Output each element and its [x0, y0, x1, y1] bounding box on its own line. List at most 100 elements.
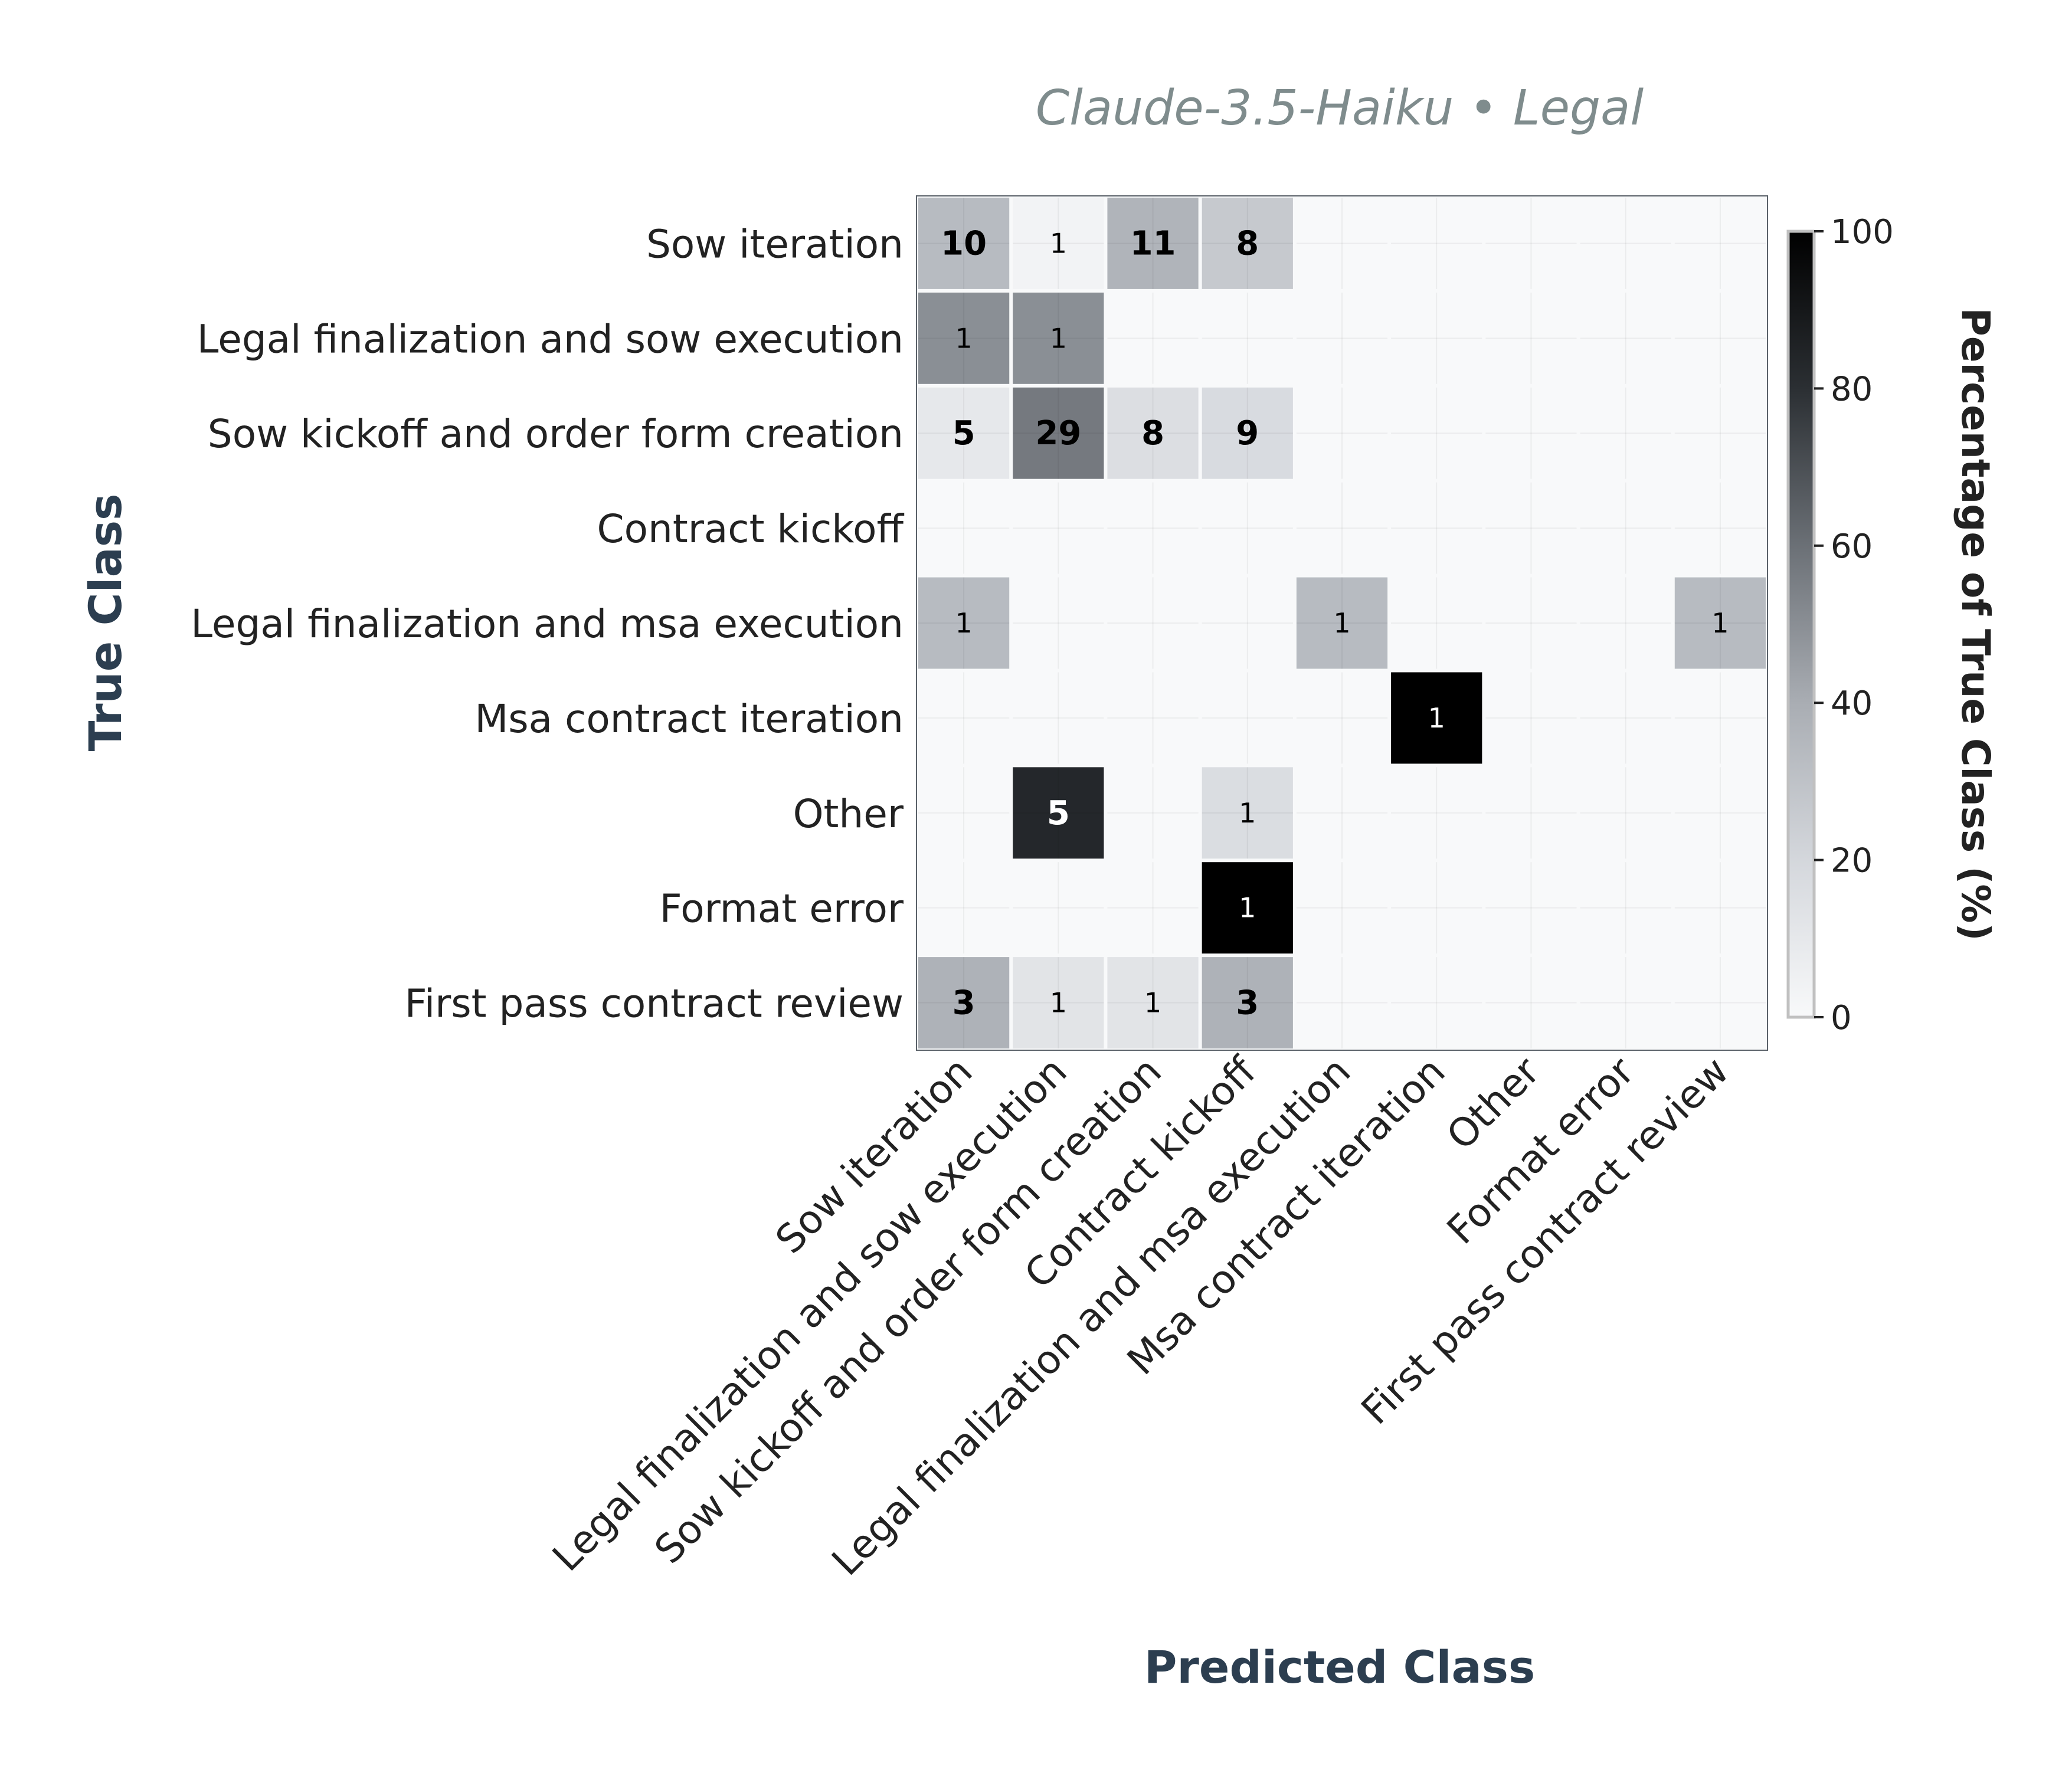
heatmap-cell [1674, 862, 1766, 954]
colorbar-label: Percentage of True Class (%) [1953, 307, 1998, 940]
heatmap-cell [1107, 482, 1199, 574]
heatmap-cell [1580, 957, 1671, 1048]
heatmap-cell [1391, 672, 1482, 764]
heatmap-cell [1013, 957, 1104, 1048]
heatmap-cell [1013, 767, 1104, 859]
colorbar: 0 20 40 60 80 100 [1786, 213, 1894, 1037]
x-axis-label: Predicted Class [1144, 1641, 1536, 1693]
heatmap-cell [1296, 292, 1388, 384]
colorbar-tick-label: 40 [1831, 684, 1873, 723]
heatmap-cell [1391, 577, 1482, 669]
cell-count-label: 1 [955, 607, 972, 639]
cell-count-label: 8 [1141, 414, 1164, 453]
heatmap-cell [1013, 387, 1104, 479]
heatmap-cell [1107, 767, 1199, 859]
heatmap-cell [1107, 292, 1199, 384]
heatmap-cell [1391, 767, 1482, 859]
heatmap-cell [1202, 482, 1293, 574]
heatmap-cell [1391, 198, 1482, 289]
heatmap-cell [1674, 387, 1766, 479]
heatmap-cell [1202, 767, 1293, 859]
heatmap-cell [1202, 672, 1293, 764]
heatmap-cell [1391, 292, 1482, 384]
heatmap-cell [1391, 482, 1482, 574]
cell-count-label: 1 [1050, 987, 1067, 1019]
row-tick-label: Format error [660, 886, 904, 932]
heatmap-cell [1391, 387, 1482, 479]
row-tick-label: Contract kickoff [597, 506, 905, 552]
cell-count-label: 1 [1050, 322, 1067, 354]
heatmap-cell [1107, 577, 1199, 669]
colorbar-tick-label: 20 [1831, 842, 1873, 880]
row-tick-label: Sow iteration [646, 221, 904, 267]
heatmap-cell [1674, 577, 1766, 669]
heatmap-cell [1296, 577, 1388, 669]
heatmap-cell [1296, 198, 1388, 289]
heatmap-cell [1580, 198, 1671, 289]
heatmap-cell [1013, 198, 1104, 289]
heatmap-cell [1296, 672, 1388, 764]
colorbar-tick-label: 60 [1831, 527, 1873, 566]
row-tick-labels: Sow iteration Legal finalization and sow … [191, 221, 904, 1026]
heatmap-cell [918, 482, 1010, 574]
heatmap-cell [918, 577, 1010, 669]
heatmap-cell [1391, 862, 1482, 954]
heatmap-cell [1580, 577, 1671, 669]
column-tick-label: Legal finalization and sow execution [544, 1048, 1076, 1580]
heatmap-cell [1580, 767, 1671, 859]
heatmap-cell [1107, 957, 1199, 1048]
heatmap-cell [1107, 862, 1199, 954]
heatmap-cell [918, 387, 1010, 479]
heatmap-cell [1107, 198, 1199, 289]
heatmap-cell [1202, 957, 1293, 1048]
heatmap-grid: 10 1 11 81 15 29 8 91 1 115 113 1 1 3 [916, 195, 1768, 1051]
cell-count-label: 5 [952, 414, 976, 453]
heatmap-cell [1013, 672, 1104, 764]
heatmap-cell [1107, 387, 1199, 479]
heatmap-cell [1202, 292, 1293, 384]
heatmap-cell [918, 672, 1010, 764]
heatmap-cell [1296, 957, 1388, 1048]
heatmap-cell [1674, 767, 1766, 859]
row-tick-label: Msa contract iteration [474, 696, 904, 742]
heatmap-cell [1202, 862, 1293, 954]
cell-count-label: 11 [1130, 224, 1176, 263]
cell-count-label: 8 [1236, 224, 1259, 263]
heatmap-cell [918, 767, 1010, 859]
heatmap-cell [1580, 387, 1671, 479]
cell-count-label: 1 [1428, 702, 1445, 734]
y-axis-label: True Class [79, 494, 132, 752]
heatmap-cell [1580, 482, 1671, 574]
heatmap-cell [1202, 198, 1293, 289]
heatmap-cell [1296, 767, 1388, 859]
heatmap-cell [1202, 387, 1293, 479]
heatmap-cell [1296, 387, 1388, 479]
cell-count-label: 1 [955, 322, 972, 354]
heatmap-cell [1674, 957, 1766, 1048]
heatmap-cell [1580, 672, 1671, 764]
heatmap-cell [1485, 198, 1577, 289]
heatmap-cell [1485, 862, 1577, 954]
heatmap-cell [1674, 482, 1766, 574]
heatmap-cell [1485, 482, 1577, 574]
heatmap-cell [1296, 862, 1388, 954]
heatmap-cell [1391, 957, 1482, 1048]
row-tick-label: First pass contract review [405, 981, 904, 1027]
heatmap-cell [1202, 577, 1293, 669]
heatmap-cell [1013, 482, 1104, 574]
heatmap-cell [1296, 482, 1388, 574]
row-tick-label: Other [793, 791, 904, 837]
heatmap-cell [1485, 577, 1577, 669]
matrix-frame [916, 195, 1768, 1051]
heatmap-cell [1485, 387, 1577, 479]
heatmap-cell [918, 198, 1010, 289]
heatmap-cell [1580, 292, 1671, 384]
chart-title: Claude-3.5-Haiku • Legal [1036, 80, 1644, 136]
cell-count-label: 5 [1047, 794, 1070, 833]
cell-count-label: 3 [952, 984, 976, 1022]
heatmap-cell [1580, 862, 1671, 954]
colorbar-tick-label: 0 [1831, 999, 1852, 1037]
row-tick-label: Sow kickoff and order form creation [208, 411, 904, 457]
